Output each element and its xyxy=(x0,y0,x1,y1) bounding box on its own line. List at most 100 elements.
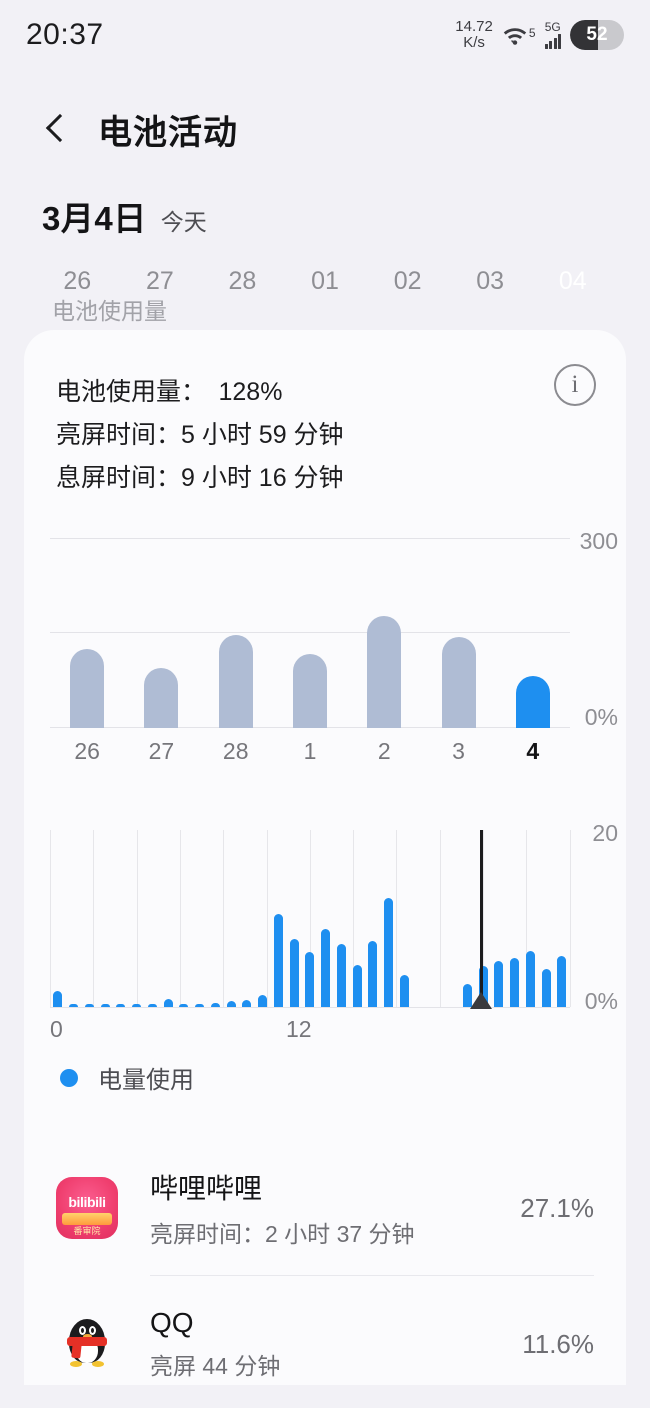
status-bar: 20:37 14.72 K/s 5 5G 52 xyxy=(0,0,650,70)
back-icon[interactable] xyxy=(42,112,70,146)
hourly-bar-slot[interactable] xyxy=(223,830,239,1007)
hourly-bar-slot[interactable] xyxy=(475,830,491,1007)
daily-bar-slot[interactable] xyxy=(50,538,124,728)
battery-indicator: 52 xyxy=(570,20,624,50)
daily-bar-slot[interactable] xyxy=(496,538,570,728)
hourly-bar xyxy=(69,1004,79,1007)
day-selector-strip[interactable]: 26 27 28 01 02 03 04 xyxy=(0,255,650,307)
legend-label: 电量使用 xyxy=(98,1067,194,1094)
hourly-bar-slot[interactable] xyxy=(349,830,365,1007)
hourly-chart-plot xyxy=(50,830,571,1009)
hourly-bar-slot[interactable] xyxy=(554,830,570,1007)
hourly-bar xyxy=(399,974,409,1007)
day-chip-1[interactable]: 27 xyxy=(145,266,174,295)
hourly-bar xyxy=(53,990,63,1007)
day-chip-6-selected[interactable]: 04 xyxy=(531,255,614,307)
hourly-bar-slot[interactable] xyxy=(271,830,287,1007)
hourly-bar xyxy=(195,1004,205,1007)
daily-bar xyxy=(515,676,550,728)
daily-bar xyxy=(441,636,476,728)
daily-ytick-min: 0% xyxy=(584,704,618,730)
hourly-bar xyxy=(384,898,394,1007)
hourly-bar-slot[interactable] xyxy=(460,830,476,1007)
daily-bar xyxy=(218,634,253,728)
hourly-bar xyxy=(352,965,362,1007)
daily-usage-chart: 300 0% 26 27 28 1 2 3 4 xyxy=(24,528,626,790)
nav-bar: 电池活动 xyxy=(0,96,650,162)
hourly-bar xyxy=(116,1004,126,1007)
network-speed-indicator: 14.72 K/s xyxy=(455,19,493,51)
info-icon[interactable]: i xyxy=(554,364,596,406)
day-chip-3[interactable]: 01 xyxy=(311,266,339,295)
hourly-bar-slot[interactable] xyxy=(318,830,334,1007)
hourly-bar-slot[interactable] xyxy=(302,830,318,1007)
daily-xaxis-labels: 26 27 28 1 2 3 4 xyxy=(50,738,570,765)
hourly-bar-slot[interactable] xyxy=(428,830,444,1007)
day-chip-4[interactable]: 02 xyxy=(393,266,422,295)
hourly-bar-slot[interactable] xyxy=(286,830,302,1007)
hourly-bar-slot[interactable] xyxy=(82,830,98,1007)
hourly-vgridline xyxy=(136,830,138,1007)
hourly-bar xyxy=(100,1004,110,1007)
hourly-bar xyxy=(336,943,346,1007)
hourly-bar-slot[interactable] xyxy=(381,830,397,1007)
hourly-bar-slot[interactable] xyxy=(444,830,460,1007)
battery-level-label: 52 xyxy=(586,24,608,45)
hourly-bar-slot[interactable] xyxy=(208,830,224,1007)
day-chip-0[interactable]: 26 xyxy=(63,266,92,295)
hourly-bar-slot[interactable] xyxy=(334,830,350,1007)
wifi-icon: 5 xyxy=(502,24,536,46)
hourly-bar-slot[interactable] xyxy=(538,830,554,1007)
daily-chart-plot xyxy=(50,538,570,728)
qq-penguin-icon xyxy=(56,1313,118,1375)
chart-legend: 电量使用 xyxy=(60,1060,194,1095)
daily-bar xyxy=(144,667,179,728)
daily-xtick: 27 xyxy=(148,738,175,764)
hourly-bar-slot[interactable] xyxy=(507,830,523,1007)
hourly-bar-slot[interactable] xyxy=(160,830,176,1007)
hourly-bar-slot[interactable] xyxy=(145,830,161,1007)
hourly-bar-slot[interactable] xyxy=(97,830,113,1007)
hourly-usage-chart: 20 0% 0 12 xyxy=(24,820,626,1050)
hourly-bar xyxy=(163,999,173,1007)
daily-gridline-mid xyxy=(50,632,570,633)
hourly-bar xyxy=(510,958,520,1007)
hourly-bar-slot[interactable] xyxy=(397,830,413,1007)
hourly-bar-slot[interactable] xyxy=(66,830,82,1007)
hourly-bar-slot[interactable] xyxy=(523,830,539,1007)
hourly-bar-slot[interactable] xyxy=(129,830,145,1007)
battery-usage-summary: 电池使用量： 128% xyxy=(56,378,283,406)
list-item[interactable]: QQ 亮屏 44 分钟 11.6% xyxy=(24,1276,626,1408)
day-chip-5[interactable]: 03 xyxy=(476,266,505,295)
relative-date-label: 今天 xyxy=(160,209,207,235)
hourly-vgridline xyxy=(396,830,398,1007)
hourly-bar-slot[interactable] xyxy=(491,830,507,1007)
daily-xtick: 2 xyxy=(377,738,391,764)
hourly-bar-slot[interactable] xyxy=(50,830,66,1007)
hourly-bar-slot[interactable] xyxy=(176,830,192,1007)
daily-bar-slot[interactable] xyxy=(347,538,421,728)
daily-bar-slot[interactable] xyxy=(124,538,198,728)
hourly-bar-slot[interactable] xyxy=(412,830,428,1007)
hourly-bar xyxy=(368,941,378,1007)
hourly-vgridline xyxy=(223,830,225,1007)
hourly-bar-slot[interactable] xyxy=(113,830,129,1007)
app-meta: 哔哩哔哩 亮屏时间：2 小时 37 分钟 xyxy=(150,1167,520,1249)
hourly-bar-slot[interactable] xyxy=(192,830,208,1007)
hourly-bar-slot[interactable] xyxy=(365,830,381,1007)
screen-on-time-summary: 亮屏时间：5 小时 59 分钟 xyxy=(56,421,344,449)
daily-xtick: 28 xyxy=(222,738,249,764)
battery-usage-card: 电池使用量： 128% 亮屏时间：5 小时 59 分钟 息屏时间：9 小时 16… xyxy=(24,330,626,1385)
hourly-bar xyxy=(321,928,331,1007)
day-chip-2[interactable]: 28 xyxy=(228,266,257,295)
daily-bar-slot[interactable] xyxy=(199,538,273,728)
daily-bar-slot[interactable] xyxy=(273,538,347,728)
hourly-bar-slot[interactable] xyxy=(239,830,255,1007)
hourly-vgridline xyxy=(309,830,311,1007)
daily-bar-slot[interactable] xyxy=(421,538,495,728)
list-item[interactable]: bilibili 番审院 哔哩哔哩 亮屏时间：2 小时 37 分钟 27.1% xyxy=(24,1140,626,1276)
status-clock: 20:37 xyxy=(26,18,104,51)
date-heading: 3月4日 今天 xyxy=(42,192,207,240)
hourly-bar-slot[interactable] xyxy=(255,830,271,1007)
daily-xtick: 4 xyxy=(526,738,540,764)
